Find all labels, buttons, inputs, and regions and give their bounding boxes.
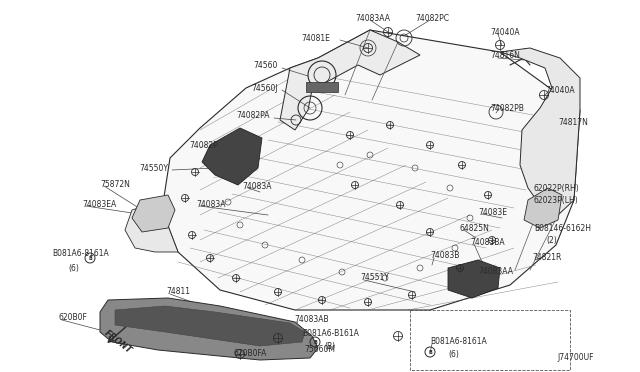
Polygon shape [162, 30, 580, 310]
Text: 74821R: 74821R [532, 253, 561, 263]
Text: 75872N: 75872N [100, 180, 130, 189]
Text: 74083A: 74083A [196, 199, 225, 208]
Text: 74081E: 74081E [301, 33, 330, 42]
Text: 74551Y: 74551Y [360, 273, 389, 282]
Polygon shape [100, 298, 318, 360]
Text: 74560: 74560 [253, 61, 278, 70]
Polygon shape [280, 30, 420, 130]
Text: (2): (2) [546, 235, 557, 244]
Text: (6): (6) [448, 350, 459, 359]
Text: B081A6-8161A: B081A6-8161A [430, 337, 487, 346]
Text: 74082PC: 74082PC [415, 13, 449, 22]
Text: B08146-6162H: B08146-6162H [534, 224, 591, 232]
Polygon shape [115, 306, 305, 346]
Polygon shape [306, 82, 338, 92]
Polygon shape [500, 48, 580, 215]
Text: 62023P(LH): 62023P(LH) [534, 196, 579, 205]
Text: 620B0F: 620B0F [58, 314, 87, 323]
Text: B: B [428, 350, 432, 355]
Text: B081A6-8161A: B081A6-8161A [52, 250, 109, 259]
Text: 74083BA: 74083BA [470, 237, 504, 247]
Text: 74811: 74811 [166, 288, 190, 296]
Text: 74040A: 74040A [545, 86, 575, 94]
Text: FRONT: FRONT [102, 328, 133, 355]
Text: 74816N: 74816N [490, 51, 520, 60]
Text: B: B [313, 340, 317, 344]
Text: 62022P(RH): 62022P(RH) [534, 183, 580, 192]
Text: (B): (B) [324, 341, 335, 350]
Text: 74082PA: 74082PA [237, 110, 270, 119]
Text: J74700UF: J74700UF [557, 353, 594, 362]
Text: 74083E: 74083E [478, 208, 507, 217]
Text: 74083A: 74083A [242, 182, 271, 190]
Text: B081A6-B161A: B081A6-B161A [302, 330, 359, 339]
Text: 74083AB: 74083AB [294, 315, 328, 324]
Polygon shape [202, 128, 262, 185]
Text: 64825N: 64825N [460, 224, 490, 232]
Text: 74083AA: 74083AA [478, 267, 513, 276]
Text: 74550Y: 74550Y [139, 164, 168, 173]
Polygon shape [132, 195, 175, 232]
Text: 74083AA: 74083AA [355, 13, 390, 22]
Polygon shape [125, 205, 178, 252]
Text: 74083EA: 74083EA [82, 199, 116, 208]
Text: B: B [88, 256, 92, 260]
Text: 74083B: 74083B [430, 251, 460, 260]
Text: (6): (6) [68, 263, 79, 273]
Text: 74082P: 74082P [189, 141, 218, 150]
Polygon shape [524, 188, 562, 228]
Text: 75660M: 75660M [304, 346, 335, 355]
Text: 74040A: 74040A [490, 28, 520, 36]
Text: 74817N: 74817N [558, 118, 588, 126]
Polygon shape [448, 260, 500, 298]
Text: 620B0FA: 620B0FA [234, 350, 268, 359]
Text: 74560J: 74560J [252, 83, 278, 93]
Text: 74082PB: 74082PB [490, 103, 524, 112]
